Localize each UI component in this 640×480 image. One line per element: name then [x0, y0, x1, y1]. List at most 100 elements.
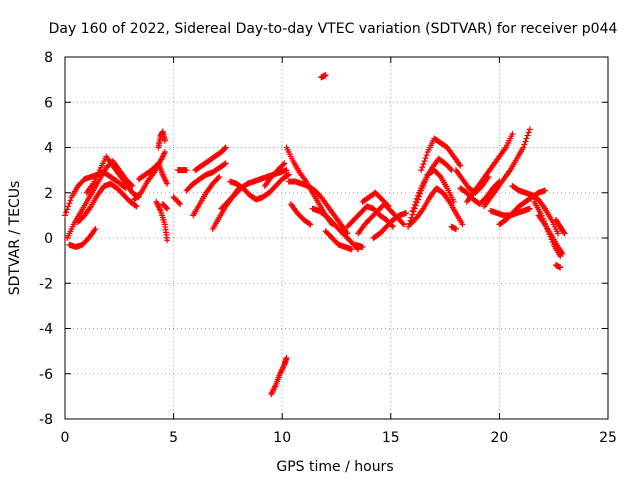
data-point	[132, 202, 139, 209]
data-point	[222, 160, 229, 167]
data-point	[521, 141, 528, 148]
data-point	[385, 203, 392, 210]
series-arc36	[463, 130, 516, 205]
data-point	[164, 237, 171, 244]
data-point	[62, 212, 68, 219]
x-axis-label: GPS time / hours	[276, 459, 393, 475]
x-tick-label: 10	[273, 430, 291, 446]
data-point	[283, 354, 290, 361]
data-point	[92, 225, 99, 232]
series-arc42	[535, 212, 566, 257]
axis-ticks: 0 5 10 15 20 25 -8 -6 -4 -2 0 2 4 6 8	[39, 50, 617, 446]
data-point	[403, 210, 410, 217]
data-point	[281, 160, 288, 167]
data-point	[555, 230, 562, 237]
series-arc28	[370, 210, 410, 241]
data-point	[423, 152, 430, 159]
data-point	[414, 192, 421, 199]
data-point	[408, 214, 415, 221]
series-arc23	[309, 205, 362, 253]
data-point	[525, 129, 532, 136]
data-point	[322, 72, 329, 79]
series-arc14	[192, 144, 229, 174]
series-arc12	[170, 194, 184, 208]
data-point	[447, 165, 454, 172]
data-point	[557, 264, 564, 271]
series-arc11	[174, 167, 190, 174]
data-point	[560, 229, 567, 236]
series-arc31	[409, 155, 455, 214]
data-point	[64, 206, 71, 213]
series-arc13	[183, 160, 229, 194]
y-tick-label: -6	[39, 367, 53, 383]
y-tick-label: -4	[39, 322, 53, 338]
x-tick-label: 0	[61, 430, 70, 446]
x-tick-label: 20	[490, 430, 508, 446]
series-arc43	[552, 262, 564, 271]
y-tick-label: -8	[39, 412, 53, 428]
data-point	[176, 199, 183, 206]
series-arc45	[448, 223, 459, 232]
data-point	[457, 162, 464, 169]
data-point	[161, 149, 168, 156]
series-arc17	[227, 171, 292, 203]
y-tick-label: 0	[44, 231, 53, 247]
series-arc7	[135, 160, 171, 187]
series-arc29	[353, 241, 366, 251]
data-point	[129, 182, 136, 189]
series-arc34	[452, 167, 492, 196]
data-point	[215, 175, 222, 182]
data-point	[526, 205, 533, 212]
data-point	[459, 221, 466, 228]
data-point	[306, 220, 313, 227]
data-point	[285, 171, 292, 178]
series-arc46	[318, 72, 329, 81]
data-point	[221, 161, 228, 168]
data-point	[133, 203, 140, 210]
data-point	[359, 244, 366, 251]
data-point	[418, 167, 425, 174]
chart-title: Day 160 of 2022, Sidereal Day-to-day VTE…	[49, 21, 618, 37]
x-tick-label: 25	[599, 430, 617, 446]
data-point	[235, 185, 242, 192]
data-point	[164, 180, 171, 187]
series-arc24	[322, 228, 355, 253]
data-point	[389, 223, 396, 230]
data-point	[164, 205, 171, 212]
data-point	[542, 187, 549, 194]
y-tick-label: 6	[44, 95, 53, 111]
series-arc3	[66, 225, 99, 251]
series-arc33	[407, 185, 466, 228]
series-arc4	[83, 153, 142, 201]
data-point	[136, 190, 143, 197]
x-tick-label: 5	[169, 430, 178, 446]
data-point	[452, 225, 459, 232]
data-point	[422, 155, 429, 162]
data-point	[216, 173, 223, 180]
y-axis-label: SDTVAR / TECUs	[7, 181, 23, 296]
data-point	[399, 220, 406, 227]
data-point	[559, 250, 566, 257]
data-point	[161, 137, 168, 144]
series-arc15	[190, 173, 223, 219]
series-arc8	[155, 128, 168, 151]
x-tick-label: 15	[382, 430, 400, 446]
data-point	[183, 167, 190, 174]
data-point	[409, 207, 416, 214]
series-arc1	[62, 169, 129, 219]
data-point	[420, 161, 427, 168]
data-point	[222, 145, 229, 152]
y-tick-label: -2	[39, 276, 53, 292]
y-tick-label: 4	[44, 141, 53, 157]
series-arc21	[285, 178, 351, 237]
data-point	[348, 246, 355, 253]
data-point	[284, 172, 291, 179]
series-arc5	[75, 180, 140, 226]
data-point	[384, 202, 391, 209]
data-point	[520, 144, 527, 151]
data-point	[400, 221, 407, 228]
data-point	[65, 203, 72, 210]
series-arc9	[153, 198, 171, 244]
series-arc27	[359, 189, 392, 210]
